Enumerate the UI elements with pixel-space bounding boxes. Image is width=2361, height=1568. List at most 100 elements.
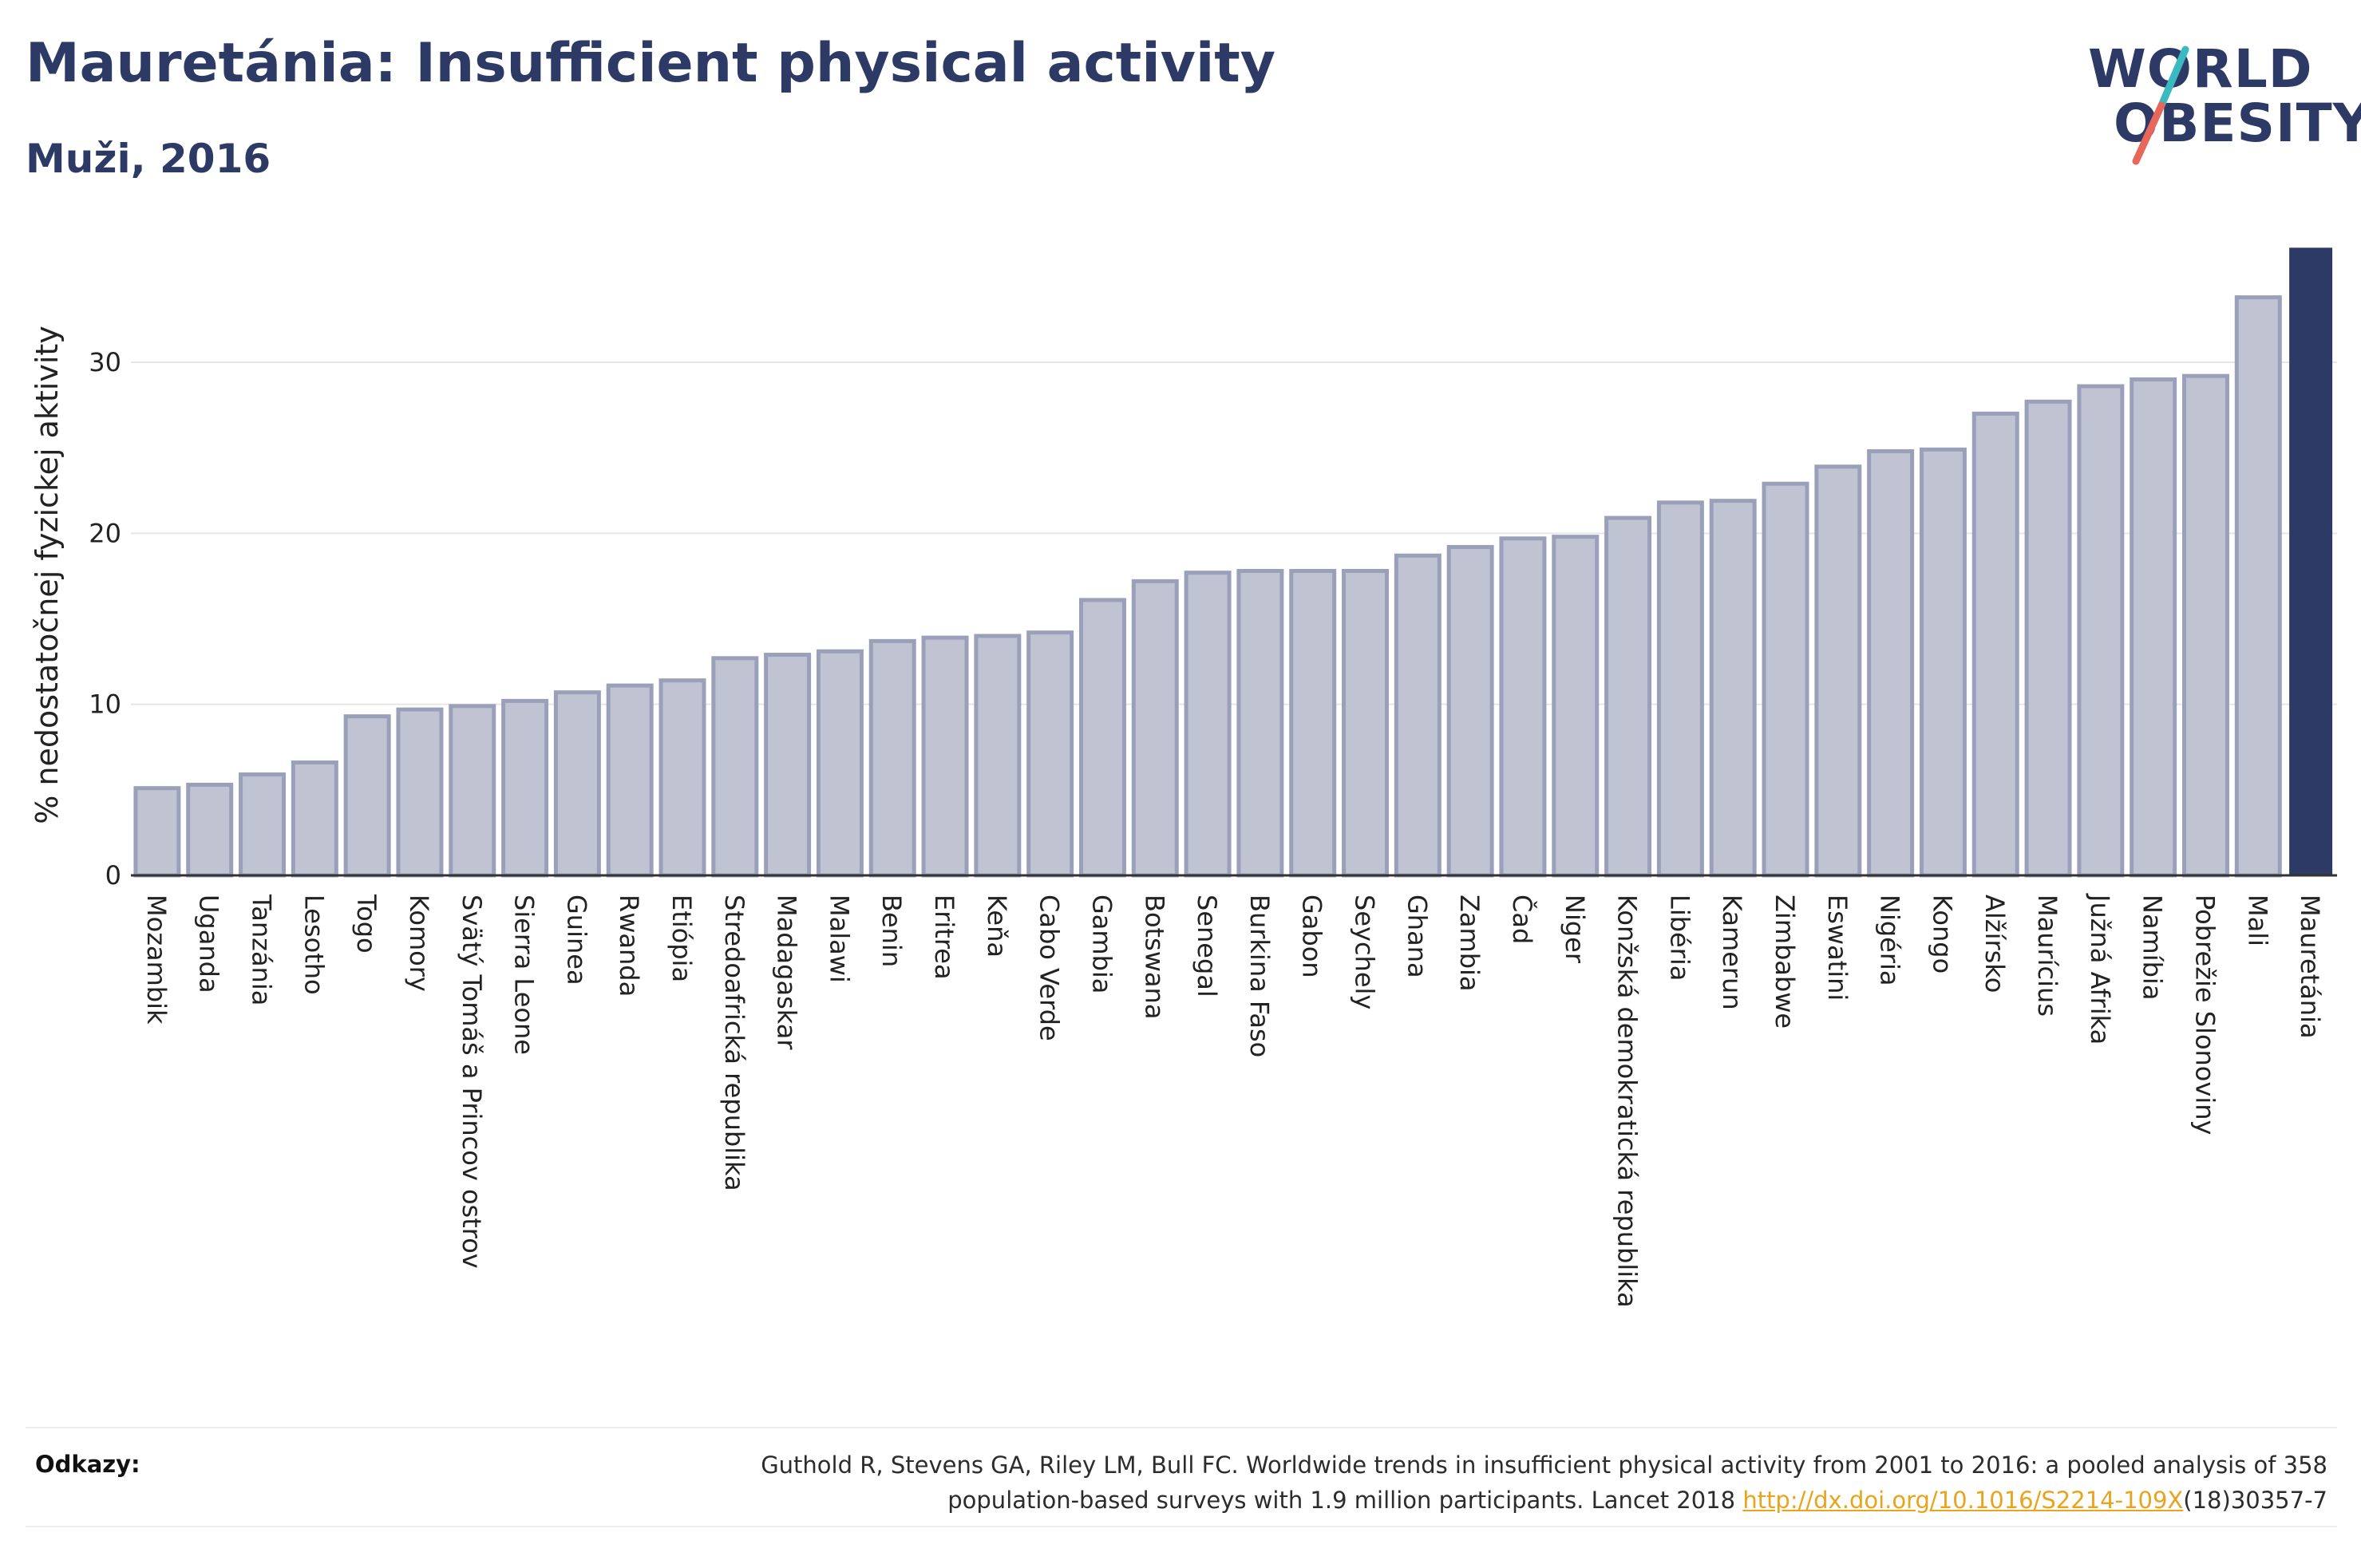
bar: [1709, 499, 1757, 878]
y-axis-label: % nedostatočnej fyzickej aktivity: [30, 326, 65, 824]
bar: [2024, 399, 2072, 878]
bar: [133, 786, 181, 878]
bar: [501, 698, 549, 878]
x-tick-label: Zimbabwe: [1770, 895, 1800, 1029]
page-subtitle: Muži, 2016: [26, 136, 271, 182]
x-tick-label: Niger: [1560, 895, 1590, 964]
x-tick-label: Etiópia: [666, 895, 697, 982]
bar: [764, 653, 812, 878]
x-tick-label: Svätý Tomáš a Princov ostrov: [457, 895, 487, 1269]
x-tick-label: Čad: [1507, 895, 1538, 944]
bar: [1919, 447, 1967, 878]
bar: [1289, 569, 1337, 878]
bar: [816, 649, 864, 878]
x-tick-label: Guinea: [561, 895, 591, 985]
x-tick-label: Burkina Faso: [1244, 895, 1275, 1057]
x-tick-label: Rwanda: [614, 895, 644, 997]
x-tick-label: Ghana: [1402, 895, 1432, 978]
bar: [449, 704, 496, 878]
footer-divider-top: [26, 1427, 2337, 1428]
bar: [1131, 579, 1179, 878]
x-tick-label: Gambia: [1086, 895, 1117, 993]
bar: [606, 683, 654, 878]
x-tick-label: Namíbia: [2138, 895, 2168, 1000]
x-tick-label: Benin: [876, 895, 907, 967]
x-tick-label: Keňa: [982, 895, 1012, 958]
x-tick-label: Seychely: [1350, 895, 1380, 1009]
x-tick-label: Zambia: [1454, 895, 1485, 992]
bar: [1656, 500, 1704, 878]
x-tick-label: Pobrežie Slonoviny: [2189, 895, 2220, 1135]
x-tick-label: Libéria: [1664, 895, 1695, 981]
bar: [1604, 515, 1652, 878]
bar: [291, 760, 338, 878]
y-tick-label: 0: [105, 860, 121, 891]
bar-chart: 0 10 20 30 % nedostatočnej fyzickej aktivity…: [30, 247, 2337, 1308]
bar: [2130, 377, 2177, 878]
x-tick-label: Komory: [404, 895, 434, 992]
bar: [1867, 448, 1915, 878]
bar: [239, 772, 287, 878]
bar: [2077, 384, 2125, 878]
references-label: Odkazy:: [35, 1451, 140, 1478]
bar: [1394, 553, 1442, 878]
bar: [553, 690, 601, 878]
bar: [1078, 598, 1126, 878]
x-tick-label: Gabon: [1297, 895, 1327, 978]
bar: [343, 714, 391, 878]
bar: [186, 782, 234, 878]
x-tick-label: Cabo Verde: [1034, 895, 1065, 1041]
x-tick-label: Malawi: [824, 895, 854, 983]
page-title: Mauretánia: Insufficient physical activi…: [26, 32, 1276, 95]
x-tick-label: Senegal: [1192, 895, 1222, 997]
bar: [2181, 373, 2229, 878]
x-tick-label: Togo: [351, 894, 382, 954]
bar: [2289, 247, 2333, 876]
logo-slash-icon: [2132, 45, 2189, 165]
doi-link[interactable]: http://dx.doi.org/10.1016/S2214-109X: [1742, 1487, 2184, 1514]
bar: [1446, 544, 1494, 878]
x-tick-label: Konžská demokratická republika: [1612, 895, 1643, 1308]
x-tick-label: Kamerun: [1717, 895, 1747, 1010]
x-tick-label: Kongo: [1927, 895, 1957, 974]
x-tick-label: Nigéria: [1875, 895, 1905, 985]
x-tick-label: Stredoafrická republika: [719, 895, 749, 1191]
bar: [396, 707, 444, 878]
bar: [1971, 411, 2019, 878]
reference-line-1: Guthold R, Stevens GA, Riley LM, Bull FC…: [761, 1451, 2327, 1479]
x-tick-label: Lesotho: [299, 895, 329, 995]
bar: [1342, 569, 1390, 878]
bar: [1552, 535, 1600, 878]
x-tick-label: Alžírsko: [1979, 895, 2010, 993]
bar: [1499, 536, 1547, 878]
x-tick-label: Madagaskar: [772, 895, 802, 1050]
x-tick-label: Uganda: [194, 895, 224, 993]
bar: [921, 635, 969, 878]
bar: [1762, 481, 1809, 878]
reference-line-2-pre: population-based surveys with 1.9 millio…: [947, 1487, 1743, 1514]
bar: [868, 638, 916, 878]
x-tick-label: Eritrea: [929, 895, 959, 980]
x-tick-label: Botswana: [1139, 895, 1169, 1019]
y-tick-label: 10: [89, 689, 121, 720]
x-tick-label: Sierra Leone: [509, 895, 540, 1055]
reference-line-2: population-based surveys with 1.9 millio…: [332, 1483, 2327, 1518]
x-tick-label: Maurícius: [2032, 895, 2062, 1017]
y-tick-label: 20: [89, 518, 121, 548]
bar: [711, 656, 759, 878]
x-tick-label: Eswatini: [1822, 895, 1853, 1001]
x-tick-label: Mozambik: [141, 895, 172, 1025]
x-tick-label: Mauretánia: [2295, 895, 2325, 1039]
x-tick-label: Tanzánia: [247, 894, 277, 1005]
reference-line-2-post: (18)30357-7: [2183, 1487, 2327, 1514]
bar: [1814, 464, 1862, 878]
world-obesity-logo: WORLD OBESITY: [2075, 22, 2361, 174]
logo-line1: WORLD: [2088, 38, 2313, 100]
x-tick-label: Mali: [2242, 895, 2272, 946]
x-tick-label: Južná Afrika: [2085, 893, 2115, 1045]
y-tick-label: 30: [89, 347, 121, 377]
bar: [658, 678, 706, 878]
bar: [974, 634, 1022, 878]
references-text: Guthold R, Stevens GA, Riley LM, Bull FC…: [332, 1448, 2327, 1518]
bar: [1026, 630, 1074, 878]
